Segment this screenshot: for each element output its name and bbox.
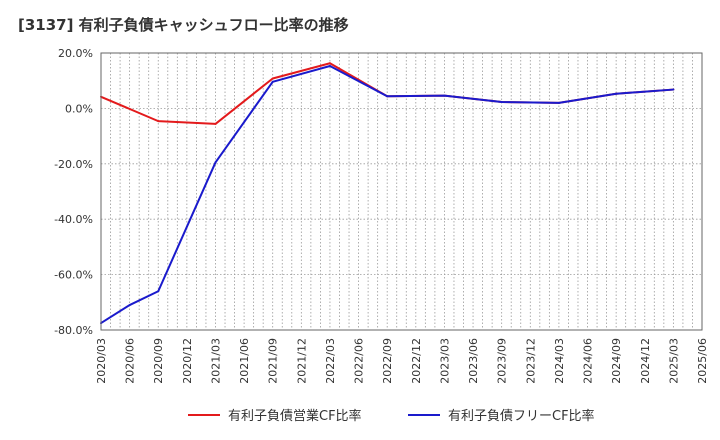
x-tick-label: 2025/06 xyxy=(696,338,709,384)
x-tick-label: 2024/09 xyxy=(610,338,623,384)
data-point xyxy=(615,92,618,95)
data-point xyxy=(214,161,217,164)
grid xyxy=(101,53,702,330)
x-tick-label: 2024/03 xyxy=(553,338,566,384)
y-tick-label: 20.0% xyxy=(58,47,93,60)
data-point xyxy=(128,304,131,307)
x-tick-label: 2020/12 xyxy=(181,338,194,384)
data-point xyxy=(672,88,675,91)
legend-label: 有利子負債フリーCF比率 xyxy=(448,408,595,424)
x-tick-label: 2023/06 xyxy=(467,338,480,384)
x-tick-label: 2024/06 xyxy=(582,338,595,384)
legend-label: 有利子負債営業CF比率 xyxy=(228,408,362,424)
x-axis-ticks: 2020/03 2020/06 2020/09 2020/12 2021/03 2021/… xyxy=(95,338,709,384)
x-tick-label: 2022/06 xyxy=(353,338,366,384)
data-point xyxy=(557,101,560,104)
legend: 有利子負債営業CF比率 有利子負債フリーCF比率 xyxy=(188,408,595,424)
data-point xyxy=(386,95,389,98)
x-tick-label: 2022/09 xyxy=(381,338,394,384)
x-tick-label: 2024/12 xyxy=(639,338,652,384)
y-axis-ticks: 20.0% 0.0% -20.0% -40.0% -60.0% -80.0% xyxy=(54,47,93,337)
data-point xyxy=(328,65,331,68)
x-tick-label: 2021/06 xyxy=(238,338,251,384)
data-point xyxy=(443,94,446,97)
y-tick-label: -60.0% xyxy=(54,269,93,282)
x-tick-label: 2020/06 xyxy=(124,338,137,384)
y-tick-label: -20.0% xyxy=(54,158,93,171)
x-tick-label: 2022/12 xyxy=(410,338,423,384)
series-line-2 xyxy=(100,65,674,324)
x-tick-label: 2021/09 xyxy=(267,338,280,384)
x-tick-label: 2023/09 xyxy=(496,338,509,384)
y-tick-label: 0.0% xyxy=(65,102,93,115)
x-tick-label: 2023/03 xyxy=(438,338,451,384)
x-tick-label: 2025/03 xyxy=(667,338,680,384)
data-point xyxy=(157,120,160,123)
x-tick-label: 2020/03 xyxy=(95,338,108,384)
data-point xyxy=(500,101,503,104)
data-point xyxy=(157,290,160,293)
data-point xyxy=(328,62,331,65)
chart-title: [3137] 有利子負債キャッシュフロー比率の推移 xyxy=(18,16,349,34)
x-tick-label: 2020/09 xyxy=(152,338,165,384)
series-layer xyxy=(100,62,675,325)
data-point xyxy=(271,80,274,83)
x-tick-label: 2022/03 xyxy=(324,338,337,384)
data-point xyxy=(214,122,217,125)
y-tick-label: -40.0% xyxy=(54,213,93,226)
data-point xyxy=(271,77,274,80)
plot-frame xyxy=(100,52,703,331)
x-tick-label: 2021/03 xyxy=(209,338,222,384)
x-tick-label: 2023/12 xyxy=(524,338,537,384)
y-tick-label: -80.0% xyxy=(54,324,93,337)
series-line-1 xyxy=(100,62,674,125)
x-tick-label: 2021/12 xyxy=(295,338,308,384)
